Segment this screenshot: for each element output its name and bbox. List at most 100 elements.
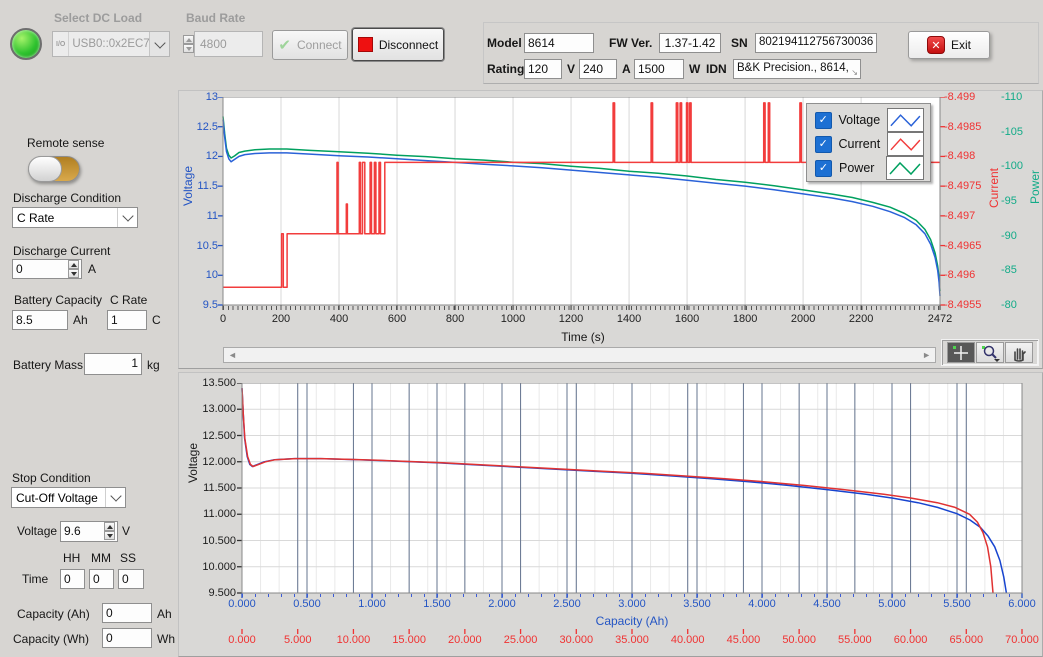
rating-volts-field: 120 — [524, 59, 562, 79]
hours-header: HH — [63, 551, 80, 565]
amps-unit: A — [622, 62, 631, 76]
dropdown-button[interactable] — [117, 208, 137, 227]
volts-unit: V — [567, 62, 575, 76]
fw-version-label: FW Ver. — [609, 36, 652, 50]
sn-label: SN — [731, 36, 748, 50]
discharge-condition-value: C Rate — [13, 211, 117, 225]
capacity-wh-field[interactable]: 0 — [102, 628, 152, 648]
current-checkbox[interactable]: ✓ — [815, 136, 832, 153]
hand-icon — [1008, 344, 1030, 362]
disconnect-button-label: Disconnect — [379, 38, 438, 52]
c-rate-field[interactable]: 1 — [107, 310, 147, 330]
cutoff-voltage-label: Voltage — [17, 524, 57, 538]
capacity-wh-unit: Wh — [157, 632, 175, 646]
visa-io-icon: I/O — [53, 32, 69, 56]
discharge-current-label: Discharge Current — [13, 244, 110, 258]
c-rate-unit: C — [152, 313, 161, 327]
graph-palette — [941, 339, 1039, 366]
exit-button-label: Exit — [951, 38, 971, 52]
scroll-right-icon[interactable]: ► — [918, 348, 935, 362]
time-label: Time — [22, 572, 48, 586]
model-label: Model — [487, 36, 522, 50]
rating-label: Rating — [487, 62, 524, 76]
seconds-header: SS — [120, 551, 136, 565]
battery-capacity-label: Battery Capacity — [14, 293, 102, 307]
time-hours-field[interactable]: 0 — [60, 569, 85, 589]
plot-legend: ✓ Voltage ✓ Current ✓ Power — [806, 103, 931, 182]
top-power-axis-name: Power — [1028, 170, 1042, 204]
bottom-voltage-axis-name: Voltage — [186, 443, 200, 483]
stop-condition-label: Stop Condition — [12, 471, 91, 485]
scroll-left-icon[interactable]: ◄ — [224, 348, 241, 362]
increment-button[interactable] — [104, 522, 115, 531]
resize-corner-icon: ↘ — [851, 68, 858, 77]
idn-value: B&K Precision., 8614, — [737, 62, 849, 74]
pan-tool-button[interactable] — [1005, 342, 1033, 363]
exit-button[interactable]: ✕ Exit — [908, 31, 990, 59]
legend-row-voltage[interactable]: ✓ Voltage — [815, 108, 930, 132]
legend-current-label: Current — [839, 137, 881, 151]
current-line-sample-icon — [887, 132, 924, 156]
rating-watts-field: 1500 — [634, 59, 684, 79]
capacity-ah-field[interactable]: 0 — [102, 603, 152, 623]
stop-condition-value: Cut-Off Voltage — [12, 491, 105, 505]
capacity-chart-plot[interactable] — [236, 383, 1028, 640]
discharge-condition-dropdown[interactable]: C Rate — [12, 207, 138, 228]
zoom-tool-button[interactable] — [976, 342, 1004, 363]
discharge-current-unit: A — [88, 262, 96, 276]
connect-button[interactable]: ✔ Connect — [272, 30, 348, 60]
stop-condition-dropdown[interactable]: Cut-Off Voltage — [11, 487, 126, 508]
battery-mass-field[interactable]: 1 — [84, 353, 142, 375]
cutoff-voltage-stepper[interactable] — [104, 522, 115, 540]
time-chart-scrollbar[interactable]: ◄ ► — [223, 347, 936, 363]
select-dc-load-label: Select DC Load — [54, 11, 142, 25]
discharge-condition-label: Discharge Condition — [13, 191, 121, 205]
battery-mass-unit: kg — [147, 358, 160, 372]
visa-resource-combo[interactable]: I/O USB0::0x2EC7: — [52, 31, 170, 57]
connection-status-led — [10, 28, 42, 60]
visa-dropdown-button[interactable] — [149, 32, 169, 56]
model-field: 8614 — [524, 33, 594, 53]
time-seconds-field[interactable]: 0 — [118, 569, 144, 589]
chevron-down-icon — [122, 210, 133, 221]
voltage-checkbox[interactable]: ✓ — [815, 112, 832, 129]
battery-mass-label: Battery Mass — [13, 358, 83, 372]
discharge-current-stepper[interactable] — [68, 260, 79, 278]
increment-button[interactable] — [68, 260, 79, 269]
legend-row-power[interactable]: ✓ Power — [815, 156, 930, 180]
red-square-icon — [358, 37, 373, 52]
battery-capacity-field[interactable]: 8.5 — [12, 310, 68, 330]
rating-amps-field: 240 — [579, 59, 617, 79]
battery-capacity-unit: Ah — [73, 313, 88, 327]
minutes-header: MM — [91, 551, 111, 565]
remote-sense-toggle[interactable] — [28, 156, 80, 182]
connect-button-label: Connect — [297, 38, 342, 52]
decrement-button[interactable] — [68, 269, 79, 278]
power-checkbox[interactable]: ✓ — [815, 160, 832, 177]
legend-power-label: Power — [839, 161, 879, 175]
watts-unit: W — [689, 62, 700, 76]
disconnect-button[interactable]: Disconnect — [352, 28, 444, 61]
decrement-button[interactable] — [104, 531, 115, 540]
baud-decrement-button[interactable] — [183, 44, 194, 53]
baud-rate-control[interactable]: 4800 — [183, 31, 263, 57]
time-minutes-field[interactable]: 0 — [89, 569, 114, 589]
baud-rate-value[interactable]: 4800 — [194, 31, 263, 57]
capacity-wh-label: Capacity (Wh) — [13, 632, 89, 646]
check-icon: ✔ — [278, 36, 291, 54]
voltage-line-sample-icon — [887, 108, 924, 132]
baud-rate-label: Baud Rate — [186, 11, 245, 25]
legend-row-current[interactable]: ✓ Current — [815, 132, 930, 156]
application-window: Select DC Load I/O USB0::0x2EC7: Baud Ra… — [0, 0, 1043, 657]
baud-increment-button[interactable] — [183, 35, 194, 44]
cutoff-voltage-unit: V — [122, 524, 130, 538]
bottom-xaxis-minor-ticks — [242, 594, 1022, 597]
dropdown-button[interactable] — [105, 488, 125, 507]
capacity-ah-label: Capacity (Ah) — [17, 607, 90, 621]
remote-sense-label: Remote sense — [27, 136, 104, 150]
idn-label: IDN — [706, 62, 727, 76]
capacity-ah-unit: Ah — [157, 607, 172, 621]
cursor-tool-button[interactable] — [947, 342, 975, 363]
c-rate-label: C Rate — [110, 293, 147, 307]
magnifier-icon — [979, 344, 1001, 362]
